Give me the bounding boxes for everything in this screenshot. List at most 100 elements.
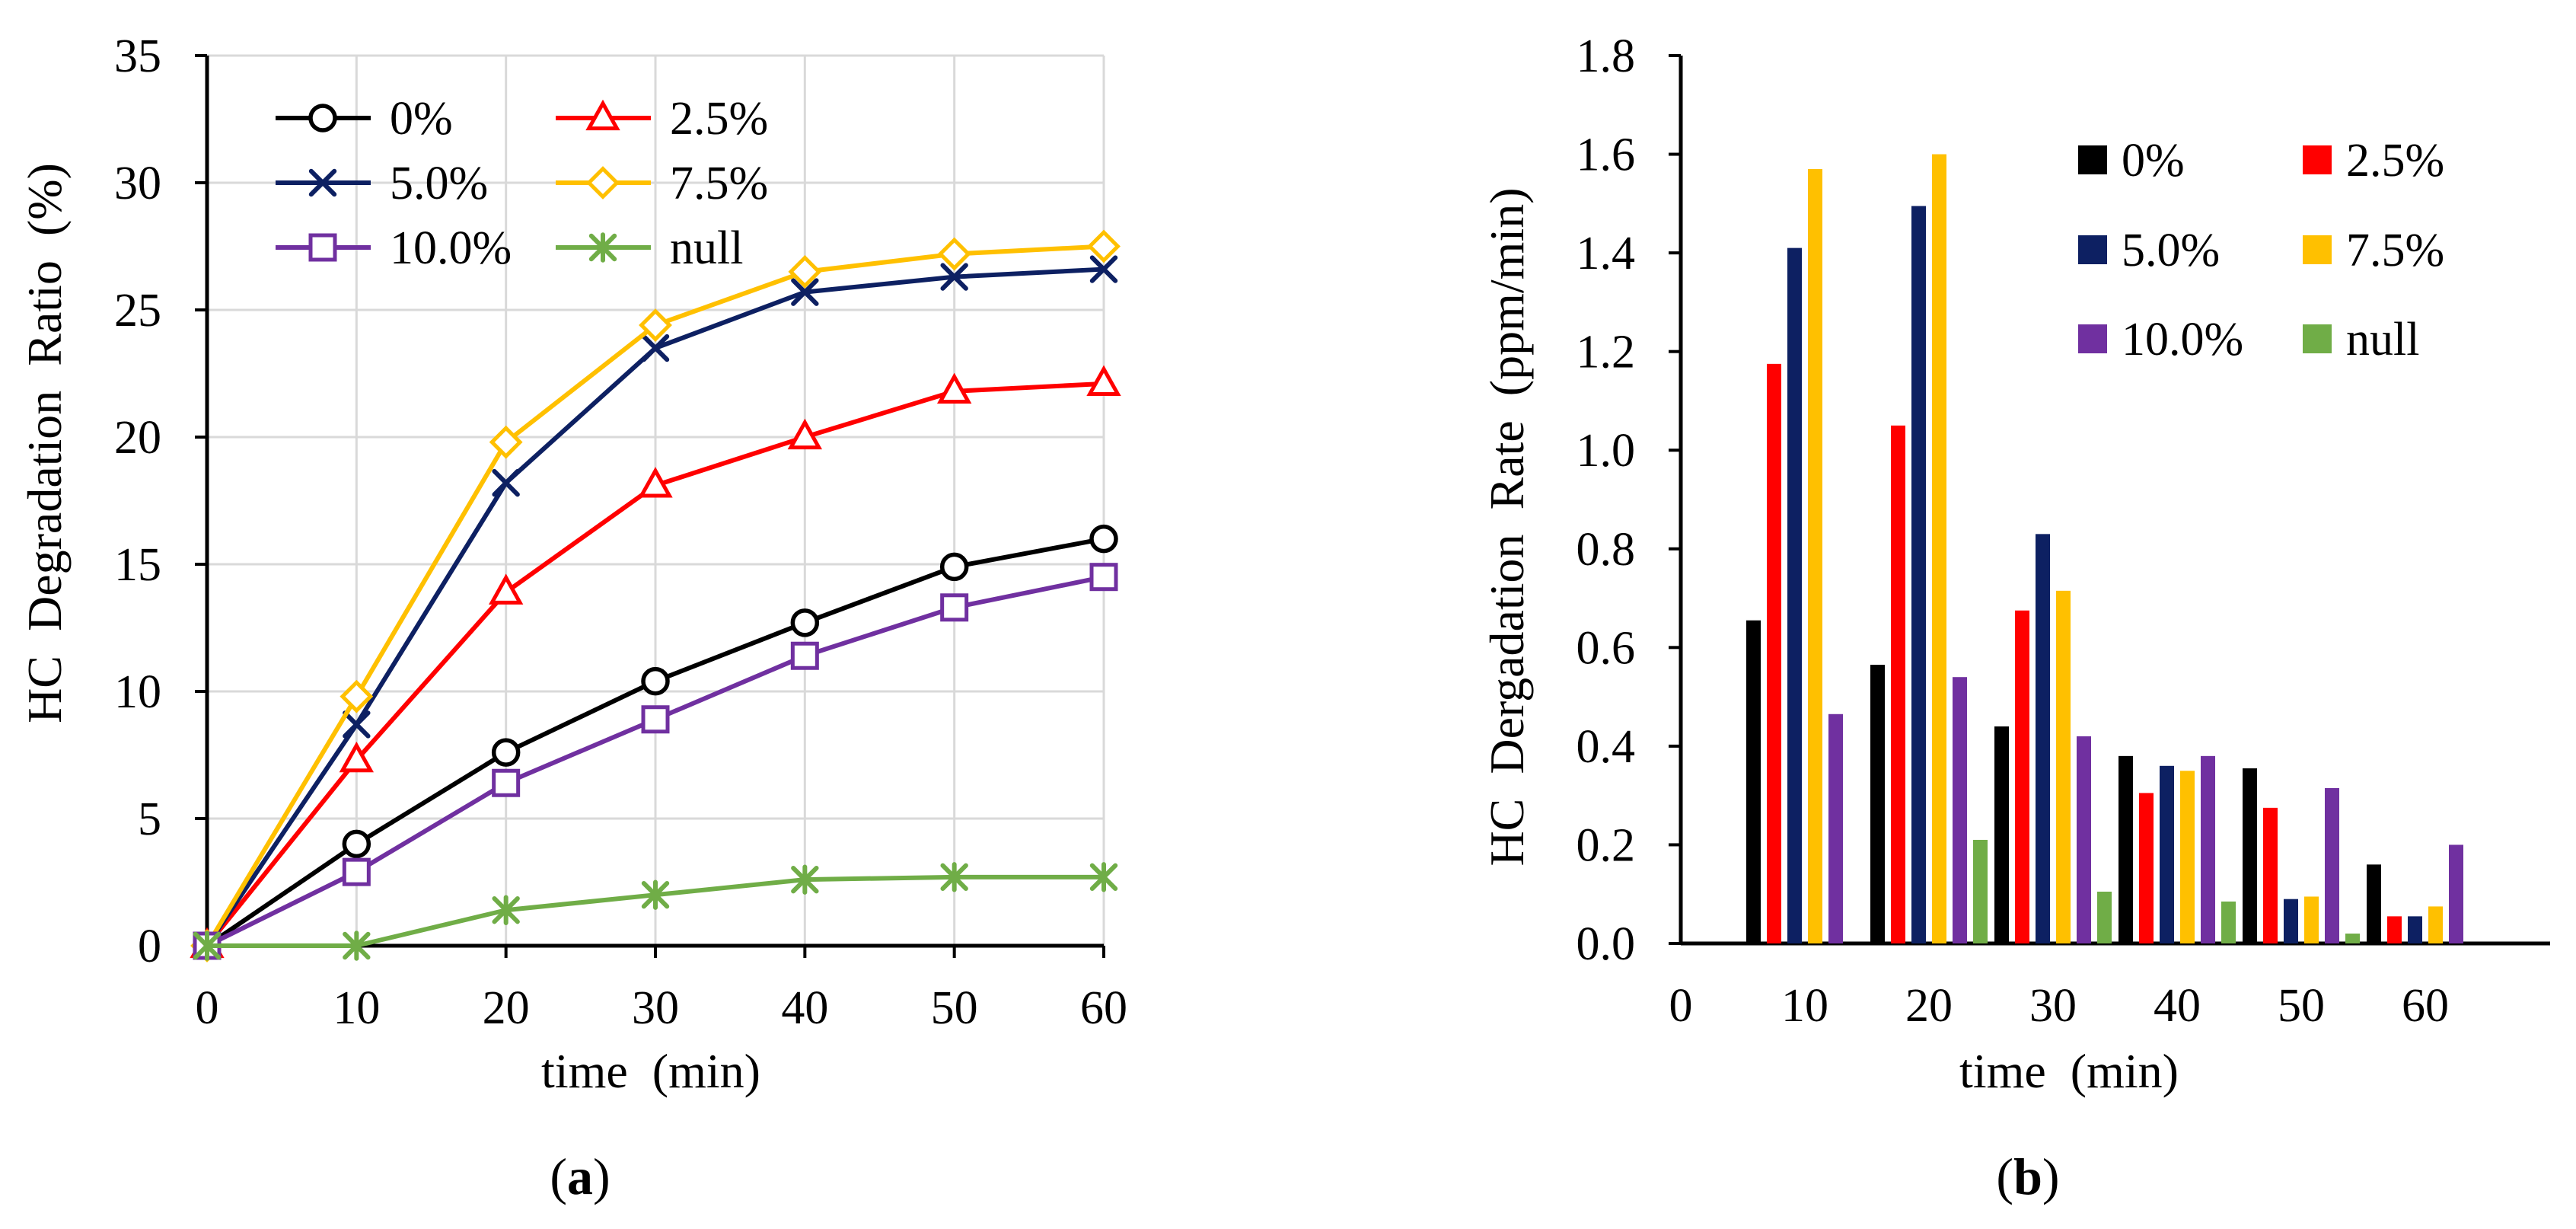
chart-b-bar-null <box>2345 934 2360 943</box>
chart-b-group-30 <box>1994 534 2112 943</box>
chart-a-point-10-0 <box>342 857 371 886</box>
chart-a-point-5-0 <box>940 263 968 291</box>
chart-a-point-2-5 <box>936 372 972 404</box>
chart-a-point-0 <box>342 829 371 859</box>
chart-b-legend-label: null <box>2346 314 2419 366</box>
chart-b-xtick-label: 60 <box>2402 980 2449 1032</box>
chart-a-xtick-label: 30 <box>632 982 679 1034</box>
chart-b-xtick-label: 10 <box>1781 980 1828 1032</box>
chart-b-xtick-label: 0 <box>1669 980 1693 1032</box>
chart-a-ytick-label: 0 <box>138 921 161 972</box>
chart-a-ytick-label: 25 <box>114 285 161 337</box>
chart-b-group-50 <box>2243 768 2360 943</box>
chart-b-legend: 0% 2.5% 5.0% 7.5% 10.0% null <box>2078 135 2444 366</box>
chart-a-legend-label: 5.0% <box>390 158 488 209</box>
chart-a-point-5-0 <box>343 710 371 739</box>
chart-b-xtick-label: 40 <box>2154 980 2201 1032</box>
chart-a-point-10-0 <box>790 641 819 670</box>
chart-a-point-null <box>791 864 819 895</box>
chart-b-xlabel: time (min) <box>1959 1044 2179 1098</box>
chart-b-bar-2-5 <box>2263 807 2278 943</box>
chart-a-ytick-label: 5 <box>138 793 161 845</box>
chart-b-ytick-label: 1.4 <box>1577 228 1636 279</box>
chart-b-ytick-label: 0.2 <box>1577 819 1636 871</box>
chart-b-bar-5-0 <box>2036 534 2050 943</box>
chart-a-point-7-5 <box>639 308 672 342</box>
chart-b-legend-label: 0% <box>2122 135 2185 187</box>
chart-a-legend-label: 10.0% <box>390 222 512 274</box>
chart-b-bar-5-0 <box>2160 765 2174 943</box>
chart-b-panel-label: (b) <box>1996 1148 2059 1205</box>
chart-b-bar-7-5 <box>2304 896 2319 943</box>
chart-b-xtick-label: 20 <box>1905 980 1953 1032</box>
chart-a-point-7-5 <box>489 425 523 459</box>
chart-b-legend-item: 2.5% <box>2303 135 2444 187</box>
chart-b-bar-2-5 <box>1767 363 1781 944</box>
chart-b-bar-null <box>1973 839 1988 943</box>
chart-a-xtick-label: 0 <box>196 982 219 1034</box>
chart-a-point-10-0 <box>1089 563 1118 592</box>
chart-a-point-10-0 <box>641 705 670 734</box>
chart-a-xtick-label: 10 <box>333 982 380 1034</box>
chart-b-bar-0 <box>2367 864 2381 943</box>
chart-b-group-20 <box>1870 154 1988 944</box>
chart-a-legend-item: 2.5% <box>556 93 768 145</box>
chart-a-point-2-5 <box>488 573 524 605</box>
chart-a-legend-item: 5.0% <box>276 158 488 209</box>
chart-a-ylabel: HC Degradation Ratio (%) <box>18 163 72 723</box>
chart-a-legend-item: null <box>556 222 743 274</box>
chart-b-xtick-label: 50 <box>2278 980 2325 1032</box>
chart-a-point-7-5 <box>788 254 822 289</box>
chart-a-legend-item: 7.5% <box>556 158 768 209</box>
chart-b-ylabel: HC Dergadation Rate (ppm/min) <box>1480 187 1534 866</box>
chart-a-xtick-label: 60 <box>1080 982 1127 1034</box>
chart-b-bar-2-5 <box>2139 793 2154 943</box>
chart-a-xlabel: time (min) <box>541 1044 760 1098</box>
chart-a-ytick-label: 20 <box>114 412 161 464</box>
chart-b-legend-item: 5.0% <box>2078 225 2220 276</box>
chart-a-legend-label: null <box>670 222 743 274</box>
chart-a-legend: 0% 2.5% 5.0% 7.5% 10.0% null <box>276 93 768 274</box>
chart-a-point-5-0 <box>641 334 670 362</box>
chart-a-ytick-label: 15 <box>114 539 161 591</box>
chart-b-legend-item: 0% <box>2078 135 2185 187</box>
chart-b-ytick-label: 1.0 <box>1577 425 1636 477</box>
chart-a-point-null <box>1089 862 1118 892</box>
chart-b-bar-2-5 <box>2387 916 2402 943</box>
chart-b-legend-swatch <box>2303 145 2332 174</box>
chart-b-legend-swatch <box>2078 145 2107 174</box>
chart-b-bar-7-5 <box>2056 590 2071 943</box>
chart-a-point-0 <box>1089 524 1118 554</box>
chart-b-bar-7-5 <box>2428 906 2443 943</box>
chart-a-series-0 <box>193 524 1118 960</box>
chart-a-point-0 <box>790 608 820 637</box>
chart-a-legend-item: 10.0% <box>276 222 512 274</box>
chart-b-legend-item: 10.0% <box>2078 314 2243 366</box>
chart-b-bar-5-0 <box>2408 916 2422 943</box>
chart-a-point-5-0 <box>1089 255 1118 283</box>
chart-b-bar-0 <box>1870 665 1885 943</box>
chart-b-bar-10-0 <box>2077 736 2091 943</box>
chart-a-legend-label: 7.5% <box>670 158 768 209</box>
chart-b-group-40 <box>2119 755 2236 943</box>
chart-b-group-60 <box>2367 844 2463 943</box>
chart-b-bar-7-5 <box>1808 168 1822 943</box>
chart-b-legend-swatch <box>2078 324 2107 353</box>
chart-b-bar-10-0 <box>2449 844 2463 943</box>
chart-a-series-2-5 <box>190 365 1121 959</box>
chart-a-point-0 <box>641 666 670 696</box>
chart-a-legend-marker <box>308 233 337 262</box>
chart-b-legend-item: 7.5% <box>2303 225 2444 276</box>
chart-a-line: 0 5 10 15 20 25 30 35 0 10 20 30 40 50 60 0% 2.5% 5.0% 7.5… <box>114 30 1127 1034</box>
chart-b-ytick-label: 0.6 <box>1577 622 1636 674</box>
chart-a-point-10-0 <box>492 768 521 797</box>
chart-a-point-0 <box>491 738 521 767</box>
chart-b-bar-10-0 <box>2325 787 2339 943</box>
chart-b-legend-item: null <box>2303 314 2419 366</box>
chart-b-ytick-label: 1.2 <box>1577 327 1636 378</box>
chart-b-ytick-label: 0.8 <box>1577 524 1636 576</box>
chart-a-legend-marker <box>586 166 620 200</box>
chart-a-legend-item: 0% <box>276 93 453 145</box>
chart-b-bar-5-0 <box>2284 899 2298 943</box>
